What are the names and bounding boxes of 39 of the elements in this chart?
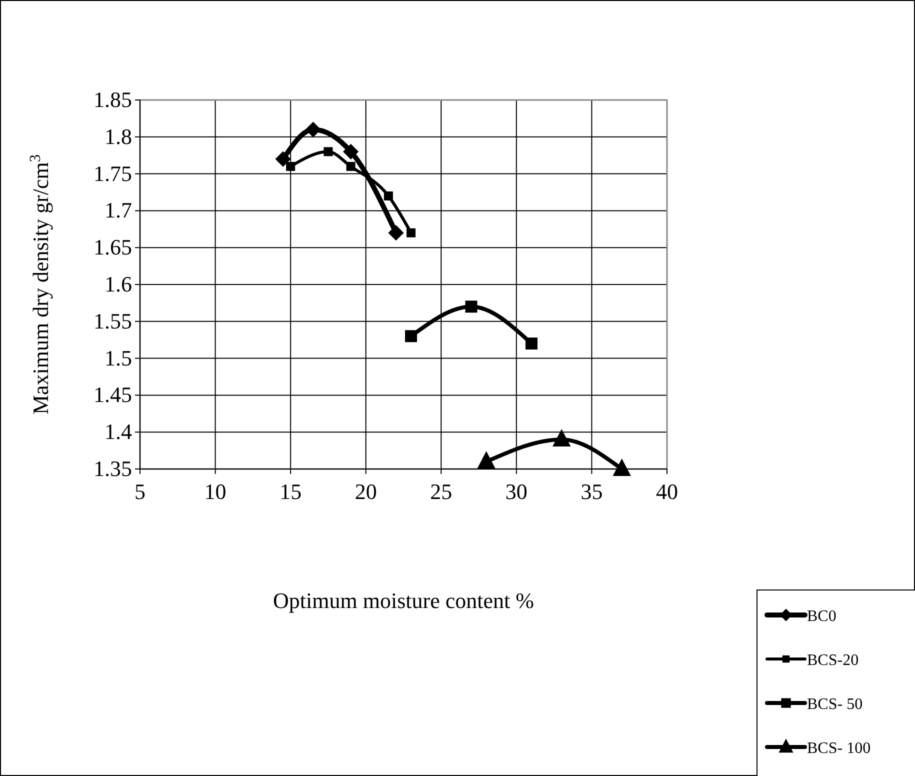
x-tick-label: 35 [580,479,603,504]
y-tick-label: 1.45 [94,382,132,408]
y-tick-label: 1.65 [94,234,132,260]
point [305,122,321,138]
point [612,458,631,476]
x-tick-label: 40 [656,479,678,504]
x-tick-label: 10 [204,479,226,504]
legend-label: BCS-20 [807,652,859,669]
y-tick-label: 1.7 [104,198,132,223]
y-tick-label: 1.35 [94,456,132,481]
point [406,228,416,238]
x-tick-label: 30 [505,479,528,504]
y-tick-label: 1.75 [94,160,132,186]
y-tick-label: 1.55 [94,308,132,334]
point [388,225,404,241]
y-tick-label: 1.8 [104,124,132,149]
legend-label: BCS- 50 [807,696,863,713]
point [275,151,291,167]
point [477,451,496,469]
point [525,338,538,350]
y-tick-label: 1.4 [104,419,132,444]
y-tick-label: 1.85 [94,87,132,112]
legend-label: BC0 [807,608,836,625]
point [286,162,296,171]
point [465,300,478,313]
point [346,162,356,171]
point [405,330,418,342]
y-tick-label: 1.6 [104,272,132,296]
legend-label: BCS- 100 [807,740,871,757]
y-tick-label: 1.5 [104,345,132,370]
x-tick-label: 5 [134,479,146,504]
point [552,428,571,446]
point [324,147,333,156]
x-axis-title: Optimum moisture content % [273,588,534,613]
x-tick-label: 20 [354,479,377,504]
x-tick-label: 15 [280,479,302,504]
point [384,191,393,200]
point [343,144,359,160]
x-tick-label: 25 [430,479,452,504]
